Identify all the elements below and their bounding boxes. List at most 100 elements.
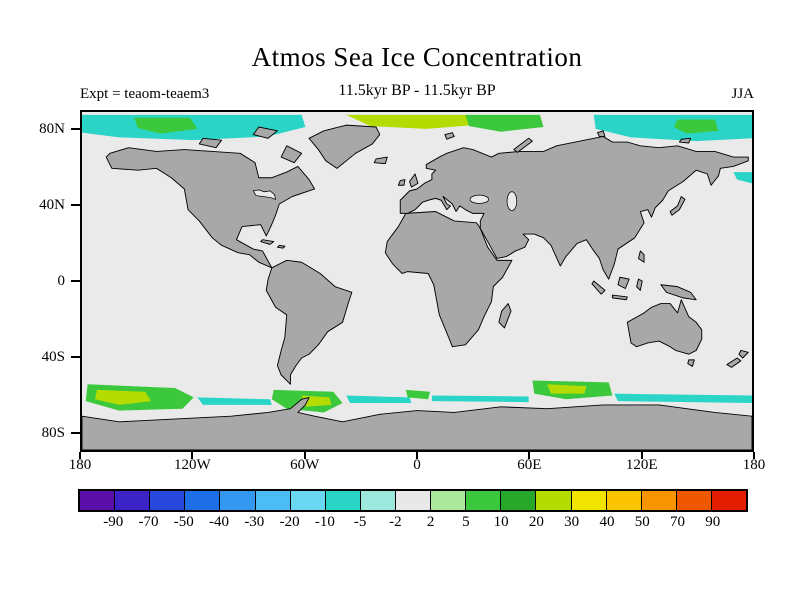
colorbar-segment	[430, 491, 466, 510]
lat-tick-label: 40S	[41, 349, 65, 365]
caspian-sea	[506, 191, 518, 211]
philippines	[638, 250, 645, 263]
ellesmere-island	[252, 126, 278, 139]
colorbar-segment	[535, 491, 571, 510]
lon-tick-label: 60W	[290, 457, 320, 473]
colorbar-segment	[570, 491, 606, 510]
colorbar-tick-label: 10	[493, 514, 509, 530]
colorbar-segment	[114, 491, 150, 510]
colorbar-tick-label: -70	[138, 514, 159, 530]
lat-tick-mark	[71, 280, 80, 282]
colorbar-tick-label: -30	[244, 514, 265, 530]
svalbard	[444, 132, 455, 140]
colorbar-segment	[254, 491, 290, 510]
sea-ice-patch-arctic-barents-green	[465, 114, 544, 132]
eurasia	[399, 135, 749, 280]
lon-tick-mark	[528, 452, 531, 459]
hispaniola	[276, 244, 286, 249]
sea-ice-patch-antarctic-indian-cyan	[431, 395, 529, 403]
lon-tick-label: 0	[413, 457, 421, 473]
lat-tick-mark	[71, 204, 80, 206]
colorbar-tick-label: 50	[634, 514, 650, 530]
cuba	[260, 239, 275, 245]
colorbar-segment	[465, 491, 501, 510]
severnaya-zemlya	[597, 130, 606, 137]
figure-subtitle: 11.5kyr BP - 11.5kyr BP	[338, 82, 496, 99]
colorbar-segment	[219, 491, 255, 510]
new-siberian-islands	[678, 137, 692, 144]
colorbar-segment	[605, 491, 641, 510]
sulawesi	[636, 278, 643, 291]
colorbar-labels: -90 -70 -50 -40 -30 -20 -10 -5 -2 2 5 10 20 30 40 50 70 9…	[78, 514, 748, 532]
colorbar-tick-label: -2	[389, 514, 402, 530]
colorbar-segment	[640, 491, 676, 510]
great-britain	[409, 173, 419, 188]
colorbar-tick-label: 30	[564, 514, 580, 530]
lon-tick-mark	[79, 452, 81, 459]
lat-tick-label: 0	[57, 273, 66, 289]
colorbar-segment	[324, 491, 360, 510]
borneo	[617, 276, 630, 289]
sumatra	[591, 280, 606, 295]
lon-tick-mark	[753, 452, 755, 459]
colorbar-segment	[184, 491, 220, 510]
greenland	[308, 124, 381, 169]
australia	[626, 299, 703, 355]
colorbar-tick-label: 2	[426, 514, 435, 530]
madagascar	[498, 303, 512, 329]
colorbar-tick-label: -5	[353, 514, 367, 530]
lat-tick-label: 80S	[41, 425, 65, 441]
novaya-zemlya	[513, 137, 533, 153]
lat-tick-label: 40N	[39, 197, 65, 213]
lat-tick-label: 80N	[39, 121, 65, 137]
colorbar-segment	[149, 491, 185, 510]
colorbar-tick-label: -20	[279, 514, 300, 530]
baffin-island	[280, 145, 303, 164]
sea-ice-patch-arctic-atlantic-chartreuse	[346, 114, 473, 129]
japan	[669, 196, 686, 216]
sea-ice-patch-antarctic-east-cyan	[614, 393, 752, 404]
lat-tick-mark	[71, 128, 80, 130]
experiment-label: Expt = teaom-teaem3	[80, 86, 210, 102]
sea-ice-patch-antarctic-cyan-band	[197, 397, 272, 405]
south-america	[265, 259, 353, 385]
iceland	[373, 156, 388, 165]
inland-waters	[252, 189, 518, 211]
new-guinea	[660, 284, 697, 301]
colorbar-segment	[710, 491, 747, 510]
sea-ice-patch-antarctic-atlantic-cyan	[346, 395, 412, 404]
world-map-plot	[80, 110, 754, 452]
new-zealand-north	[738, 350, 749, 359]
north-america	[105, 147, 316, 269]
black-sea	[469, 194, 490, 204]
colorbar-segment	[394, 491, 431, 510]
lon-tick-mark	[191, 452, 194, 459]
sea-ice-patch-bering-cyan	[733, 172, 752, 184]
lon-tick-label: 120W	[173, 457, 211, 473]
colorbar-tick-label: 5	[462, 514, 470, 530]
colorbar-segment	[359, 491, 395, 510]
sea-ice-patch-antarctic-greenwich-green	[405, 389, 431, 400]
colorbar-tick-label: 40	[599, 514, 615, 530]
great-lakes	[252, 189, 277, 200]
map-canvas	[82, 112, 752, 450]
colorbar-tick-label: 20	[528, 514, 544, 530]
colorbar-segment	[500, 491, 536, 510]
tasmania	[687, 359, 695, 367]
colorbar-segment	[675, 491, 711, 510]
lon-tick-label: 120E	[625, 457, 658, 473]
lon-tick-mark	[303, 452, 306, 459]
sea-ice-patch-arctic-east-green	[673, 119, 719, 134]
java	[611, 294, 628, 301]
lon-tick-label: 180	[68, 457, 92, 473]
lat-tick-mark	[71, 432, 80, 434]
sea-ice-patch-antarctic-pacific-chartreuse	[95, 389, 151, 405]
colorbar	[78, 489, 748, 512]
colorbar-tick-label: 90	[705, 514, 721, 530]
season-label: JJA	[731, 86, 754, 102]
victoria-island	[198, 137, 223, 149]
colorbar-tick-label: -40	[209, 514, 230, 530]
colorbar-segment	[80, 491, 115, 510]
colorbar-segment	[289, 491, 325, 510]
